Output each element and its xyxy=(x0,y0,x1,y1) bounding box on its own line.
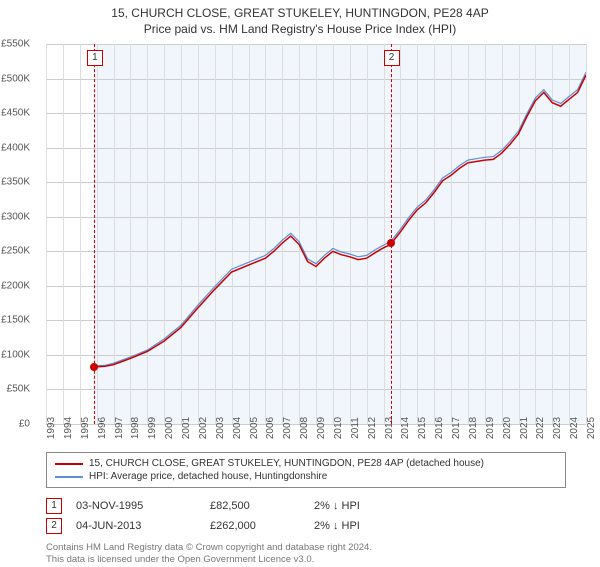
sale-row: 1 03-NOV-1995 £82,500 2% ↓ HPI xyxy=(46,496,566,516)
chart-title: 15, CHURCH CLOSE, GREAT STUKELEY, HUNTIN… xyxy=(0,6,600,20)
ytick-label: £100K xyxy=(1,349,30,360)
sale-pct-1: 2% ↓ HPI xyxy=(314,500,424,512)
legend-label-subject: 15, CHURCH CLOSE, GREAT STUKELEY, HUNTIN… xyxy=(89,458,484,469)
title-block: 15, CHURCH CLOSE, GREAT STUKELEY, HUNTIN… xyxy=(0,0,600,36)
ytick-label: £150K xyxy=(1,315,30,326)
ytick-label: £400K xyxy=(1,142,30,153)
sale-date-1: 03-NOV-1995 xyxy=(76,500,196,512)
sale-pct-2: 2% ↓ HPI xyxy=(314,520,424,532)
legend-swatch-hpi xyxy=(55,476,83,478)
sale-price-2: £262,000 xyxy=(210,520,300,532)
footer-line-2: This data is licensed under the Open Gov… xyxy=(46,554,566,566)
sale-marker-2: 2 xyxy=(46,518,62,534)
sales-block: 1 03-NOV-1995 £82,500 2% ↓ HPI 2 04-JUN-… xyxy=(46,496,566,536)
ytick-label: £0 xyxy=(19,419,30,430)
xtick-label: 2025 xyxy=(586,417,597,439)
sale-marker-box: 2 xyxy=(384,50,400,66)
ytick-label: £550K xyxy=(1,39,30,50)
sale-price-1: £82,500 xyxy=(210,500,300,512)
series-line-subject_property xyxy=(94,75,586,367)
series-line-hpi_detached_huntingdonshire xyxy=(94,72,586,366)
sale-marker-box: 1 xyxy=(87,50,103,66)
footer-attribution: Contains HM Land Registry data © Crown c… xyxy=(46,542,566,567)
series-svg xyxy=(46,44,586,424)
ytick-label: £300K xyxy=(1,211,30,222)
ytick-label: £50K xyxy=(7,384,30,395)
legend-box: 15, CHURCH CLOSE, GREAT STUKELEY, HUNTIN… xyxy=(46,452,566,488)
ytick-label: £200K xyxy=(1,280,30,291)
chart-container: 15, CHURCH CLOSE, GREAT STUKELEY, HUNTIN… xyxy=(0,0,600,560)
sale-date-2: 04-JUN-2013 xyxy=(76,520,196,532)
legend-item-hpi: HPI: Average price, detached house, Hunt… xyxy=(55,470,557,483)
sale-row: 2 04-JUN-2013 £262,000 2% ↓ HPI xyxy=(46,516,566,536)
legend-item-subject: 15, CHURCH CLOSE, GREAT STUKELEY, HUNTIN… xyxy=(55,457,557,470)
gridline-v xyxy=(586,44,587,424)
ytick-label: £500K xyxy=(1,73,30,84)
sale-marker-dot xyxy=(90,363,98,371)
chart-subtitle: Price paid vs. HM Land Registry's House … xyxy=(0,22,600,36)
sale-marker-1: 1 xyxy=(46,498,62,514)
legend-swatch-subject xyxy=(55,463,83,465)
chart-plot-area: £0£50K£100K£150K£200K£250K£300K£350K£400… xyxy=(46,44,586,424)
ytick-label: £250K xyxy=(1,246,30,257)
legend-label-hpi: HPI: Average price, detached house, Hunt… xyxy=(89,471,327,482)
sale-marker-line xyxy=(391,44,392,424)
ytick-label: £350K xyxy=(1,177,30,188)
sale-marker-dot xyxy=(387,239,395,247)
ytick-label: £450K xyxy=(1,108,30,119)
footer-line-1: Contains HM Land Registry data © Crown c… xyxy=(46,542,566,554)
